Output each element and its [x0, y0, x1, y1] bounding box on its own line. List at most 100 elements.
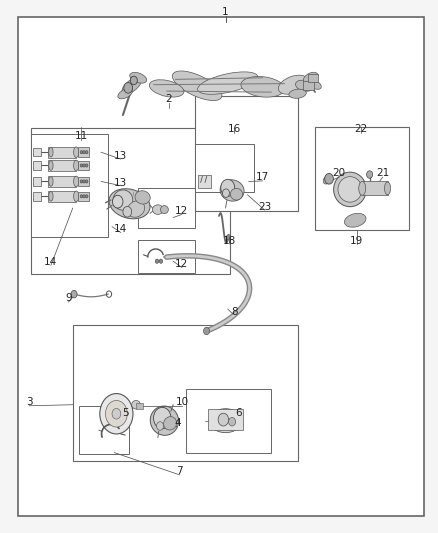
- Circle shape: [83, 151, 85, 154]
- Ellipse shape: [304, 72, 318, 83]
- Ellipse shape: [279, 75, 308, 94]
- Ellipse shape: [130, 72, 147, 83]
- Ellipse shape: [220, 180, 244, 201]
- Bar: [78, 176, 89, 186]
- Bar: [195, 96, 297, 211]
- Ellipse shape: [109, 189, 150, 219]
- Bar: [33, 192, 41, 200]
- Ellipse shape: [74, 160, 79, 171]
- Circle shape: [83, 180, 85, 183]
- Ellipse shape: [118, 88, 132, 99]
- Ellipse shape: [323, 176, 332, 184]
- Circle shape: [83, 164, 85, 167]
- Text: 14: 14: [44, 257, 57, 267]
- Text: 13: 13: [114, 151, 127, 161]
- Ellipse shape: [309, 80, 321, 90]
- Ellipse shape: [135, 191, 150, 204]
- Circle shape: [80, 195, 83, 198]
- Text: 8: 8: [231, 306, 237, 317]
- Circle shape: [229, 417, 236, 426]
- Text: 12: 12: [175, 206, 188, 216]
- Circle shape: [80, 180, 83, 183]
- Bar: [303, 82, 314, 90]
- Bar: [73, 325, 297, 461]
- Text: 3: 3: [26, 397, 32, 407]
- Ellipse shape: [74, 176, 79, 187]
- Ellipse shape: [241, 77, 284, 97]
- Bar: [33, 177, 41, 185]
- Circle shape: [85, 180, 88, 183]
- Text: 1: 1: [222, 7, 229, 18]
- Ellipse shape: [344, 213, 366, 227]
- Ellipse shape: [198, 72, 258, 94]
- Circle shape: [155, 259, 159, 263]
- Circle shape: [226, 235, 231, 240]
- Ellipse shape: [74, 191, 79, 201]
- Circle shape: [153, 407, 171, 429]
- Text: 20: 20: [332, 168, 346, 179]
- Ellipse shape: [49, 191, 53, 201]
- Circle shape: [124, 83, 133, 93]
- Text: 17: 17: [256, 172, 269, 182]
- Ellipse shape: [160, 206, 168, 214]
- Circle shape: [218, 413, 229, 426]
- Text: 14: 14: [114, 224, 127, 235]
- Bar: [31, 134, 108, 237]
- Bar: [78, 161, 89, 170]
- Circle shape: [123, 206, 132, 217]
- Circle shape: [221, 179, 235, 196]
- Bar: [79, 406, 130, 454]
- Circle shape: [159, 259, 162, 263]
- Text: 22: 22: [354, 124, 367, 134]
- Bar: [48, 147, 76, 158]
- Bar: [48, 176, 76, 187]
- Circle shape: [80, 151, 83, 154]
- Text: 7: 7: [177, 466, 183, 476]
- Ellipse shape: [113, 190, 133, 210]
- Ellipse shape: [149, 80, 184, 97]
- Circle shape: [106, 400, 127, 427]
- Circle shape: [112, 408, 121, 419]
- Ellipse shape: [209, 409, 242, 433]
- Bar: [198, 175, 211, 188]
- Ellipse shape: [296, 80, 313, 91]
- Text: 21: 21: [376, 168, 389, 179]
- Text: 11: 11: [75, 131, 88, 141]
- Text: 18: 18: [223, 236, 237, 246]
- Bar: [33, 161, 41, 169]
- Ellipse shape: [122, 77, 141, 94]
- Circle shape: [204, 327, 210, 335]
- Circle shape: [113, 195, 123, 208]
- Text: 9: 9: [65, 293, 72, 303]
- Circle shape: [85, 195, 88, 198]
- Circle shape: [85, 164, 88, 167]
- Bar: [78, 148, 89, 157]
- Ellipse shape: [173, 71, 222, 101]
- Circle shape: [131, 76, 138, 85]
- Bar: [48, 191, 76, 201]
- Circle shape: [85, 151, 88, 154]
- Circle shape: [71, 290, 77, 298]
- Ellipse shape: [49, 161, 53, 170]
- Bar: [186, 389, 272, 453]
- Circle shape: [223, 189, 230, 197]
- Ellipse shape: [74, 147, 79, 158]
- Bar: [78, 191, 89, 201]
- Ellipse shape: [132, 400, 141, 409]
- Text: 6: 6: [235, 408, 242, 418]
- Bar: [307, 74, 318, 82]
- Bar: [136, 402, 143, 409]
- Ellipse shape: [49, 176, 53, 186]
- Circle shape: [156, 422, 163, 430]
- Ellipse shape: [338, 176, 362, 202]
- Ellipse shape: [150, 406, 179, 435]
- Ellipse shape: [230, 188, 243, 200]
- Circle shape: [325, 173, 333, 184]
- Circle shape: [367, 171, 373, 178]
- Ellipse shape: [385, 182, 391, 195]
- Ellipse shape: [127, 201, 145, 217]
- Text: 19: 19: [350, 236, 363, 246]
- Circle shape: [83, 195, 85, 198]
- Circle shape: [80, 164, 83, 167]
- Text: 4: 4: [174, 418, 181, 429]
